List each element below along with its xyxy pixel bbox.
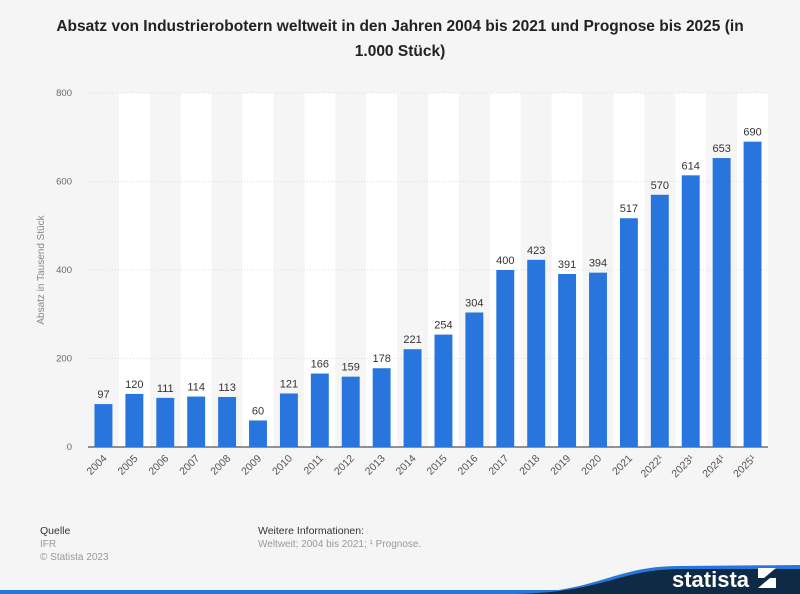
x-tick-label: 2009 [239,453,264,478]
x-tick-label: 2010 [270,453,295,478]
bar [94,404,113,447]
chart-title: Absatz von Industrierobotern weltweit in… [56,18,744,60]
x-tick-label: 2011 [301,453,326,478]
bar [341,376,360,447]
data-label: 113 [218,382,236,394]
bar [125,393,144,447]
x-tick-label: 2012 [332,453,357,478]
bar [372,368,391,447]
y-tick-label: 400 [56,265,72,276]
y-axis-label: Absatz in Tausend Stück [36,214,47,324]
source-text: IFR [40,539,57,550]
x-tick-label: 2018 [517,453,542,478]
data-label: 690 [743,127,761,139]
bar [465,312,484,447]
bar [279,393,298,447]
bar [619,218,638,447]
data-label: 114 [187,382,205,394]
data-label: 166 [311,359,329,371]
bar [558,273,577,447]
data-label: 254 [434,320,452,332]
data-label: 221 [403,334,421,346]
x-tick-label: 2006 [146,453,171,478]
x-tick-label: 2016 [455,453,480,478]
x-tick-label: 2022¹ [638,452,666,480]
data-label: 653 [712,143,730,155]
x-tick-label: 2019 [548,453,573,478]
bar [249,420,267,447]
bar [712,158,731,448]
info-block: Weitere Informationen: Weltweit; 2004 bi… [258,525,421,551]
bar [218,396,237,447]
data-label: 517 [620,203,638,215]
source-block: Quelle IFR © Statista 2023 [40,525,109,564]
copyright: © Statista 2023 [40,552,109,563]
data-label: 423 [527,245,545,257]
x-tick-label: 2023¹ [669,452,697,480]
info-heading: Weitere Informationen: [258,525,365,537]
source-heading: Quelle [40,525,71,537]
data-label: 111 [157,383,174,395]
data-label: 391 [558,259,576,271]
x-tick-label: 2007 [177,453,202,478]
bar [743,141,762,448]
bar [434,334,453,447]
y-tick-label: 600 [56,177,72,188]
bar [496,270,515,447]
info-text: Weltweit; 2004 bis 2021; ¹ Prognose. [258,539,422,550]
data-label: 121 [280,378,298,390]
data-label: 159 [342,362,360,374]
data-label: 178 [372,353,390,365]
data-label: 394 [589,258,607,270]
x-tick-label: 2020 [579,453,604,478]
svg-text:statista: statista [672,567,750,592]
data-label: 120 [125,379,143,391]
statista-logo: statista [0,565,800,594]
x-tick-label: 2021 [610,453,635,478]
x-tick-label: 2024¹ [700,452,728,480]
bar [403,349,422,447]
bar [310,373,329,447]
x-tick-label: 2017 [486,453,511,478]
x-tick-label: 2014 [394,453,419,478]
x-tick-label: 2025¹ [731,452,759,480]
bar [650,194,669,447]
data-label: 400 [496,255,514,267]
bar [589,272,607,447]
data-label: 97 [97,389,109,401]
bar [527,259,546,447]
x-tick-label: 2008 [208,453,233,478]
data-label: 614 [682,160,700,172]
x-tick-label: 2013 [363,453,388,478]
data-label: 570 [651,180,669,192]
bar [187,396,206,447]
data-label: 60 [252,405,264,417]
y-tick-label: 200 [56,354,72,365]
x-tick-label: 2005 [115,453,140,478]
y-tick-label: 0 [67,442,72,453]
data-label: 304 [465,297,483,309]
x-tick-label: 2004 [85,453,110,478]
bar [681,175,700,447]
bar [156,397,175,447]
x-tick-label: 2015 [425,453,450,478]
bar-chart: 97 120 111 114 113 60 121 166 159 178 221 254 304 400… [36,88,768,480]
y-tick-label: 800 [56,88,72,99]
